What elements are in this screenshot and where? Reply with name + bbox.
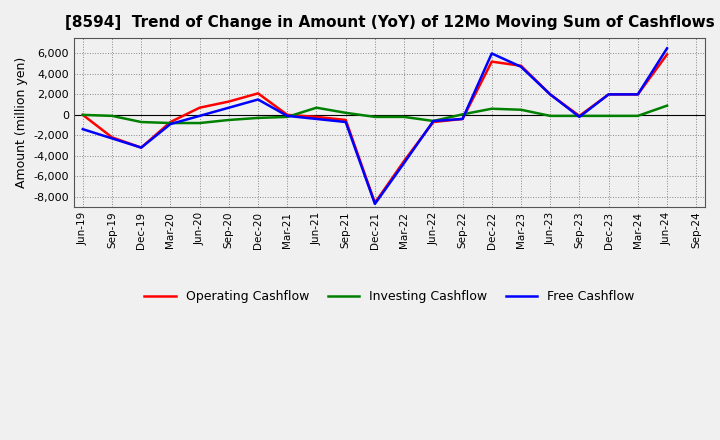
Free Cashflow xyxy=(341,119,350,125)
Investing Cashflow xyxy=(604,113,613,118)
Operating Cashflow xyxy=(283,112,292,117)
Investing Cashflow xyxy=(283,114,292,120)
Operating Cashflow xyxy=(78,112,87,117)
Operating Cashflow xyxy=(487,59,496,64)
Free Cashflow xyxy=(662,46,671,51)
Investing Cashflow xyxy=(195,121,204,126)
Free Cashflow xyxy=(225,105,233,110)
Investing Cashflow xyxy=(137,119,145,125)
Free Cashflow xyxy=(634,92,642,97)
Operating Cashflow xyxy=(166,119,175,125)
Line: Investing Cashflow: Investing Cashflow xyxy=(83,106,667,123)
Investing Cashflow xyxy=(166,121,175,126)
Investing Cashflow xyxy=(371,114,379,120)
Operating Cashflow xyxy=(662,52,671,57)
Free Cashflow xyxy=(283,113,292,118)
Investing Cashflow xyxy=(662,103,671,108)
Operating Cashflow xyxy=(253,91,262,96)
Operating Cashflow xyxy=(458,116,467,121)
Operating Cashflow xyxy=(400,158,408,164)
Operating Cashflow xyxy=(312,114,321,120)
Investing Cashflow xyxy=(634,113,642,118)
Free Cashflow xyxy=(195,113,204,118)
Operating Cashflow xyxy=(137,145,145,150)
Investing Cashflow xyxy=(78,112,87,117)
Free Cashflow xyxy=(458,116,467,121)
Y-axis label: Amount (million yen): Amount (million yen) xyxy=(15,57,28,188)
Line: Operating Cashflow: Operating Cashflow xyxy=(83,55,667,203)
Free Cashflow xyxy=(253,97,262,102)
Operating Cashflow xyxy=(517,63,526,68)
Investing Cashflow xyxy=(575,113,584,118)
Operating Cashflow xyxy=(341,117,350,123)
Operating Cashflow xyxy=(108,135,117,140)
Investing Cashflow xyxy=(253,115,262,121)
Free Cashflow xyxy=(371,201,379,206)
Free Cashflow xyxy=(166,121,175,127)
Free Cashflow xyxy=(78,127,87,132)
Operating Cashflow xyxy=(634,92,642,97)
Operating Cashflow xyxy=(429,119,438,125)
Free Cashflow xyxy=(137,145,145,150)
Investing Cashflow xyxy=(312,105,321,110)
Title: [8594]  Trend of Change in Amount (YoY) of 12Mo Moving Sum of Cashflows: [8594] Trend of Change in Amount (YoY) o… xyxy=(65,15,714,30)
Operating Cashflow xyxy=(225,99,233,104)
Free Cashflow xyxy=(312,116,321,121)
Investing Cashflow xyxy=(546,113,554,118)
Investing Cashflow xyxy=(341,110,350,115)
Free Cashflow xyxy=(108,136,117,141)
Legend: Operating Cashflow, Investing Cashflow, Free Cashflow: Operating Cashflow, Investing Cashflow, … xyxy=(138,284,641,310)
Investing Cashflow xyxy=(429,118,438,124)
Line: Free Cashflow: Free Cashflow xyxy=(83,48,667,204)
Investing Cashflow xyxy=(487,106,496,111)
Investing Cashflow xyxy=(225,117,233,123)
Free Cashflow xyxy=(400,160,408,165)
Free Cashflow xyxy=(517,64,526,70)
Free Cashflow xyxy=(429,118,438,124)
Investing Cashflow xyxy=(517,107,526,112)
Operating Cashflow xyxy=(546,92,554,97)
Investing Cashflow xyxy=(400,114,408,120)
Operating Cashflow xyxy=(195,105,204,110)
Investing Cashflow xyxy=(458,112,467,117)
Operating Cashflow xyxy=(604,92,613,97)
Free Cashflow xyxy=(546,92,554,97)
Free Cashflow xyxy=(604,92,613,97)
Investing Cashflow xyxy=(108,113,117,118)
Free Cashflow xyxy=(575,114,584,120)
Operating Cashflow xyxy=(371,200,379,205)
Free Cashflow xyxy=(487,51,496,56)
Operating Cashflow xyxy=(575,113,584,118)
